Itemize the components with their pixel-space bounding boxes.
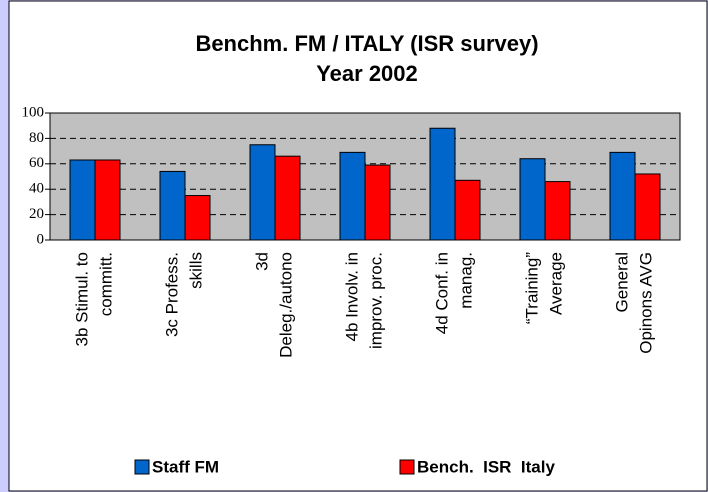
bar xyxy=(339,151,366,241)
bar xyxy=(184,195,211,241)
bar xyxy=(159,170,186,241)
x-tick-label: 4d Conf. in xyxy=(432,252,451,334)
x-tick-label: 3b Stimul. to xyxy=(72,252,91,347)
x-tick-label: 4b Involv. in xyxy=(342,252,361,341)
x-tick-label: 3c Profess. xyxy=(162,252,181,337)
x-tick-label: Deleg./autono xyxy=(276,252,295,358)
bar xyxy=(519,158,546,241)
chart-title: Year 2002 xyxy=(316,61,418,86)
bar xyxy=(274,155,301,241)
legend-swatch xyxy=(134,459,150,475)
x-tick-label: Opinons AVG xyxy=(636,252,655,354)
x-tick-label: 3d xyxy=(252,252,271,271)
bar xyxy=(69,159,96,241)
bar xyxy=(454,179,481,241)
x-tick-label: committ. xyxy=(96,252,115,316)
x-tick-label: skills xyxy=(186,252,205,289)
x-tick-label: manag. xyxy=(456,252,475,309)
bar xyxy=(429,127,456,241)
bar xyxy=(94,159,121,241)
bar xyxy=(249,144,276,241)
x-tick-label: “Training” xyxy=(522,252,541,324)
x-tick-label: General xyxy=(612,252,631,312)
legend-label: Staff FM xyxy=(152,457,219,476)
y-tick-label: 80 xyxy=(29,130,44,146)
y-tick-label: 0 xyxy=(37,231,45,247)
y-tick-label: 40 xyxy=(29,181,44,197)
x-tick-label: Average xyxy=(546,252,565,315)
y-tick-label: 100 xyxy=(22,104,45,120)
bar xyxy=(364,164,391,241)
chart-area xyxy=(8,0,708,492)
bar xyxy=(609,151,636,241)
legend-swatch xyxy=(399,459,415,475)
legend-label: Bench. ISR Italy xyxy=(417,457,555,476)
y-tick-label: 60 xyxy=(29,155,44,171)
bar xyxy=(634,173,661,241)
bar xyxy=(544,181,571,241)
y-tick-label: 20 xyxy=(29,206,44,222)
chart-title: Benchm. FM / ITALY (ISR survey) xyxy=(195,31,538,56)
x-tick-label: improv. proc. xyxy=(366,252,385,349)
